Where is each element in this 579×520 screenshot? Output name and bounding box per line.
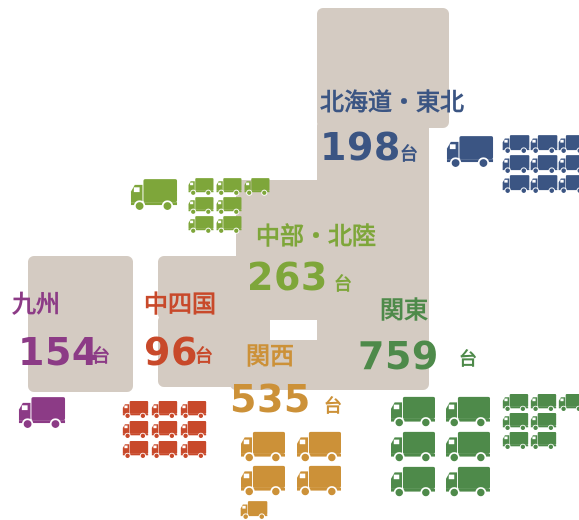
truck-icon [502, 394, 529, 412]
map-block-central [236, 180, 336, 270]
map-block-kyushu [28, 256, 133, 392]
truck-icon [391, 431, 435, 463]
truck-icon [530, 432, 557, 450]
truck-icon [530, 175, 558, 194]
truck-icon [241, 431, 285, 463]
truck-icon [558, 175, 579, 194]
truck-icon [216, 197, 242, 215]
region-name-kansai: 関西 [246, 342, 294, 370]
truck-icon [297, 431, 341, 463]
truck-icon [216, 178, 242, 196]
region-unit-kanto: 台 [459, 349, 477, 370]
region-name-kanto: 関東 [380, 296, 428, 324]
truck-icon [180, 421, 207, 439]
truck-icon [188, 216, 214, 234]
region-count-hokkaido-tohoku: 198 [320, 125, 401, 169]
truck-icon [180, 401, 207, 419]
truck-icon [297, 465, 341, 497]
truck-icon [188, 197, 214, 215]
region-count-chushikoku: 96 [144, 330, 198, 374]
truck-icon [122, 421, 149, 439]
region-unit-kyushu: 台 [92, 346, 110, 367]
truck-icon [502, 175, 530, 194]
truck-icon [558, 394, 579, 412]
map-block-west-honshu [158, 256, 338, 320]
region-count-kyushu: 154 [18, 330, 99, 374]
truck-icon [446, 466, 490, 498]
region-name-chubu-hokuriku: 中部・北陸 [256, 222, 376, 250]
truck-icon [530, 394, 557, 412]
truck-icon [502, 155, 530, 174]
truck-icon [151, 441, 178, 459]
region-count-chubu-hokuriku: 263 [247, 255, 328, 299]
truck-icon [446, 136, 494, 169]
truck-icon [122, 401, 149, 419]
truck-icon [558, 135, 579, 154]
truck-icon [502, 135, 530, 154]
truck-icon [18, 397, 66, 430]
truck-icon [216, 216, 242, 234]
truck-icon [446, 431, 490, 463]
region-name-chushikoku: 中四国 [144, 290, 216, 318]
truck-icon [530, 413, 557, 431]
map-block-north [317, 8, 449, 128]
truck-icon [502, 432, 529, 450]
truck-icon [244, 178, 270, 196]
truck-icon [241, 465, 285, 497]
truck-icon [502, 413, 529, 431]
truck-icon [122, 441, 149, 459]
truck-icon [391, 466, 435, 498]
truck-icon [151, 421, 178, 439]
truck-icon [391, 396, 435, 428]
region-unit-chubu-hokuriku: 台 [334, 274, 352, 295]
region-unit-chushikoku: 台 [195, 346, 213, 367]
region-count-kansai: 535 [230, 377, 311, 421]
truck-icon [530, 155, 558, 174]
truck-icon [180, 441, 207, 459]
truck-icon [558, 155, 579, 174]
truck-icon [130, 179, 178, 212]
truck-icon [446, 396, 490, 428]
region-count-kanto: 759 [358, 334, 439, 378]
region-unit-kansai: 台 [324, 396, 342, 417]
region-name-hokkaido-tohoku: 北海道・東北 [320, 88, 464, 116]
truck-icon [188, 178, 214, 196]
truck-icon [240, 501, 268, 520]
region-name-kyushu: 九州 [12, 290, 60, 318]
truck-icon [151, 401, 178, 419]
region-unit-hokkaido-tohoku: 台 [400, 144, 418, 165]
truck-icon [530, 135, 558, 154]
map-block-kansai [230, 340, 340, 390]
